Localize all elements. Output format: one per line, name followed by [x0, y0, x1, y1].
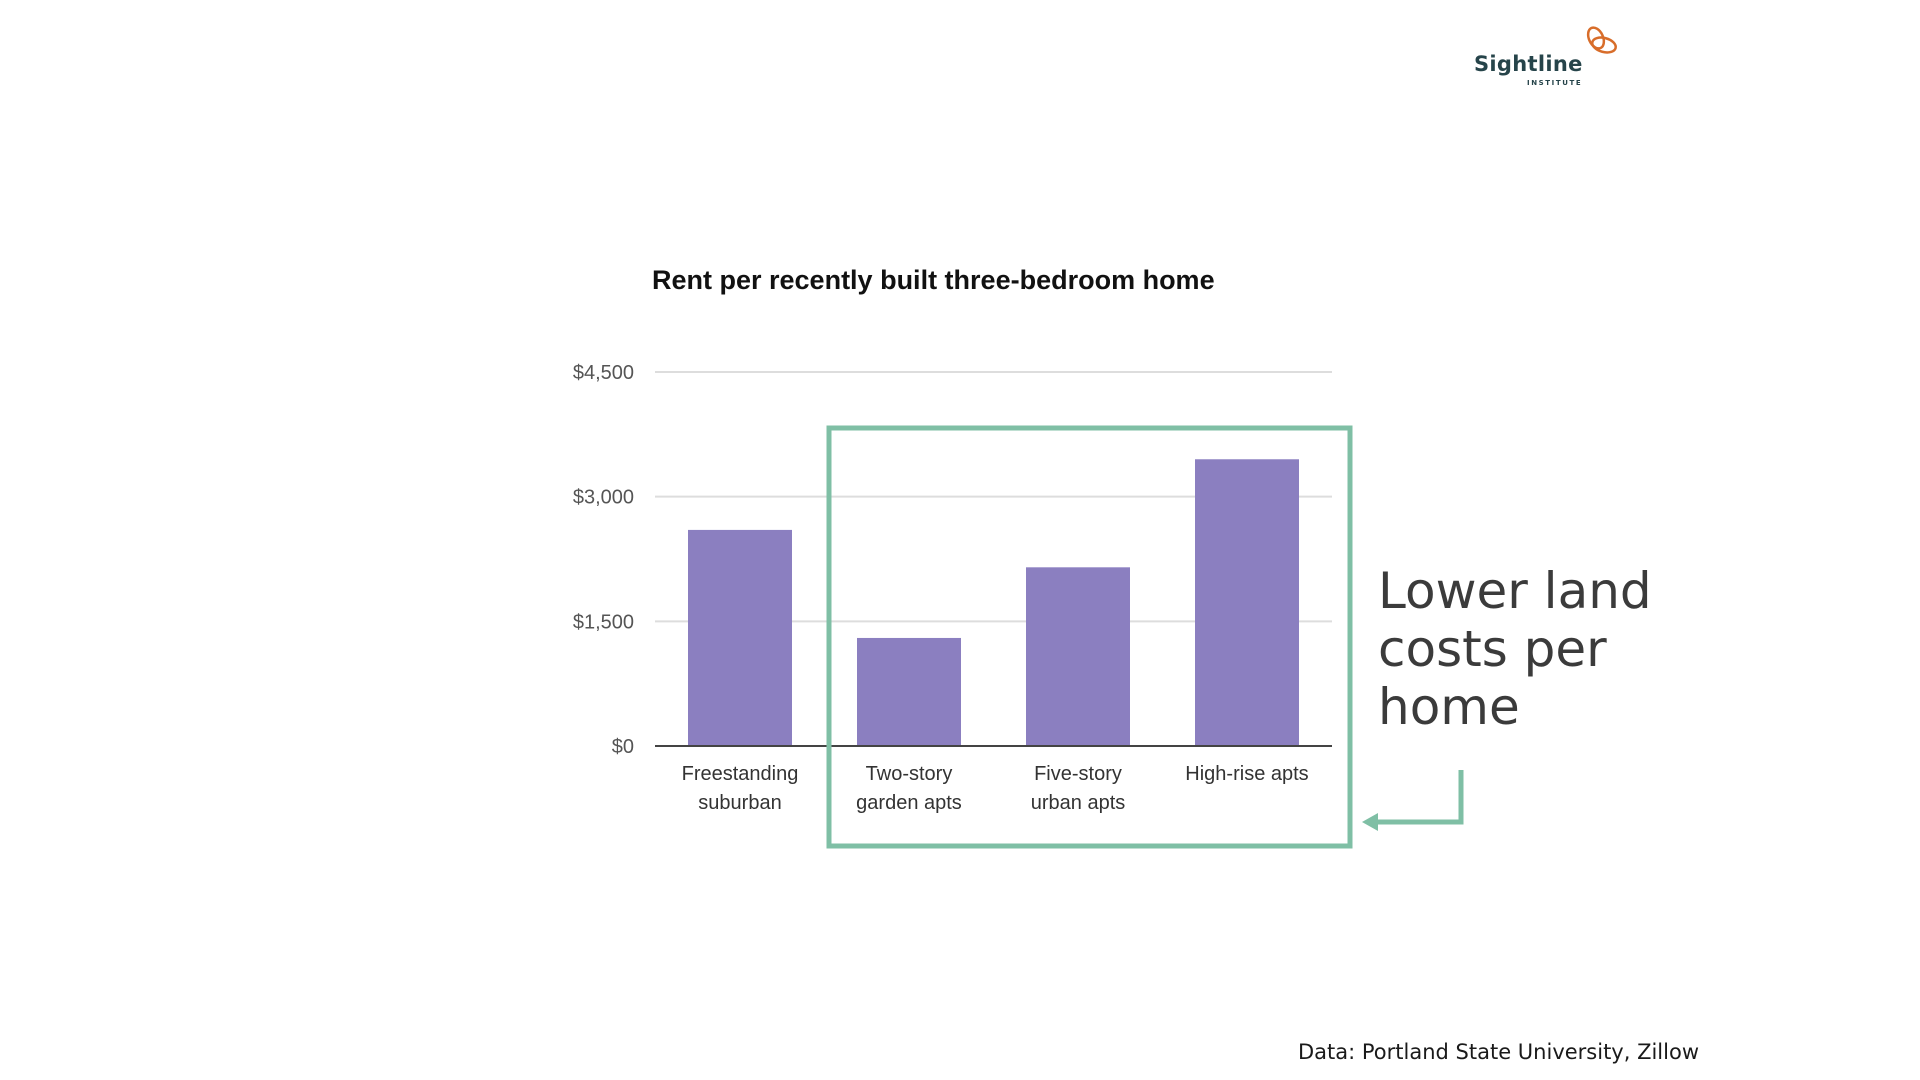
- bar: [1195, 459, 1299, 746]
- bar: [857, 637, 961, 746]
- x-axis-tick-labels: Freestanding suburban Two-story garden apts…: [682, 763, 1309, 814]
- logo-wordmark: Sightline: [1474, 52, 1583, 76]
- bar: [1026, 567, 1130, 746]
- y-tick-label: $1,500: [573, 611, 634, 633]
- x-tick-label: Two-story garden apts: [856, 763, 962, 814]
- bar: [688, 529, 792, 746]
- highlight-box: [826, 425, 1353, 849]
- highlight-annotation: [826, 425, 1464, 849]
- x-tick-label: Freestanding suburban: [682, 763, 799, 814]
- annotation-text: Lower land costs per home: [1378, 562, 1652, 736]
- y-tick-label: $0: [612, 736, 634, 758]
- y-axis-tick-labels: $0 $1,500 $3,000 $4,500: [573, 362, 634, 758]
- sightline-logo-mark-icon: [1586, 26, 1617, 54]
- x-tick-label: Five-story urban apts: [1031, 763, 1126, 814]
- highlight-arrowhead: [1362, 813, 1378, 831]
- y-tick-label: $3,000: [573, 487, 634, 509]
- logo-subtitle: INSTITUTE: [1527, 79, 1583, 87]
- bars: [688, 459, 1299, 746]
- source-note: Data: Portland State University, Zillow: [1298, 1040, 1699, 1064]
- x-tick-label: High-rise apts: [1185, 763, 1308, 785]
- highlight-arrow-line: [1376, 770, 1464, 825]
- sightline-logo: Sightline INSTITUTE: [1474, 24, 1624, 94]
- y-tick-label: $4,500: [573, 362, 634, 384]
- chart-title: Rent per recently built three-bedroom ho…: [652, 265, 1215, 295]
